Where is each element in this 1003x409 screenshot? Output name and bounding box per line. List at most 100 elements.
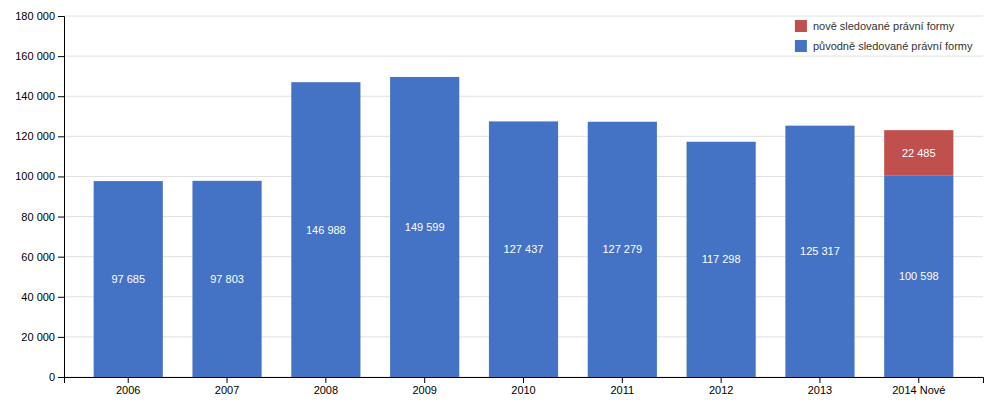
- x-tick: 2011: [610, 377, 634, 396]
- x-tick-label: 2014 Nové: [892, 384, 945, 396]
- y-tick: 180 000: [15, 10, 64, 22]
- y-tick: 60 000: [21, 251, 64, 263]
- x-tick-mark: [227, 377, 228, 383]
- legend-swatch: [795, 40, 807, 52]
- x-tick-label: 2011: [610, 384, 634, 396]
- bar: [390, 77, 459, 377]
- data-labels: 97 685 97 803 146 988 149 599 127 437 127 279…: [111, 147, 938, 285]
- y-tick-mark: [58, 176, 64, 177]
- y-tick-mark: [58, 217, 64, 218]
- x-tick-label: 2006: [116, 384, 140, 396]
- legend-item: nově sledované právní formy: [795, 20, 955, 32]
- bar-series: [94, 77, 954, 377]
- x-tick-mark: [819, 377, 820, 383]
- bar: [192, 181, 261, 377]
- legend-label: nově sledované právní formy: [813, 20, 955, 32]
- x-tick-mark: [325, 377, 326, 383]
- x-tick-label: 2008: [314, 384, 338, 396]
- bar: [785, 125, 854, 126]
- x-tick-mark: [523, 377, 524, 383]
- y-tick-mark: [58, 96, 64, 97]
- x-tick-mark: [918, 377, 919, 383]
- y-tick: 20 000: [21, 331, 64, 343]
- x-tick-label: 2013: [808, 384, 832, 396]
- y-tick-label: 0: [49, 371, 55, 383]
- y-axis-line: [58, 17, 65, 378]
- x-tick-mark: [128, 377, 129, 383]
- bar: [588, 121, 657, 122]
- bar: [687, 141, 756, 142]
- y-axis: 0 20 000 40 000 60 000 80 000 100 000 120 000 1…: [15, 10, 64, 383]
- data-label: 97 685: [111, 273, 145, 285]
- data-label: 22 485: [902, 147, 936, 159]
- data-label: 117 298: [702, 253, 741, 265]
- bar: [291, 82, 360, 377]
- bar-series: [884, 130, 953, 175]
- x-tick: 2008: [314, 377, 338, 396]
- bar: [192, 180, 261, 181]
- x-tick: 2014 Nové: [892, 377, 945, 396]
- data-label: 125 317: [800, 245, 840, 257]
- y-tick-mark: [58, 297, 64, 298]
- data-label: 97 803: [210, 273, 244, 285]
- x-tick-label: 2007: [215, 384, 239, 396]
- y-tick-label: 120 000: [15, 130, 55, 142]
- x-tick: 2012: [709, 377, 733, 396]
- grid-line: [64, 56, 983, 57]
- bars: [94, 77, 954, 377]
- legend-item: původně sledované právní formy: [795, 40, 973, 52]
- y-tick: 0: [49, 371, 64, 383]
- data-label: 100 598: [899, 270, 939, 282]
- y-tick: 140 000: [15, 90, 64, 102]
- x-tick-mark: [622, 377, 623, 383]
- y-tick: 80 000: [21, 211, 64, 223]
- y-tick-label: 160 000: [15, 50, 55, 62]
- y-tick: 100 000: [15, 170, 64, 182]
- bar: [94, 181, 163, 377]
- x-tick-label: 2009: [412, 384, 436, 396]
- y-tick-label: 140 000: [15, 90, 55, 102]
- y-tick-label: 180 000: [15, 10, 55, 22]
- x-tick: 2010: [511, 377, 535, 396]
- bar: [94, 181, 163, 182]
- legend-label: původně sledované právní formy: [813, 40, 973, 52]
- bar: [489, 121, 558, 122]
- x-axis-line: [65, 378, 984, 384]
- grid: [64, 16, 983, 377]
- x-axis: 2006 2007 2008 2009 2010 2011 2012 2013 2014 Nov…: [65, 377, 984, 396]
- grid-line: [64, 16, 983, 17]
- y-tick-label: 100 000: [15, 170, 55, 182]
- y-tick-label: 60 000: [21, 251, 55, 263]
- bar: [884, 175, 953, 377]
- bar: [588, 122, 657, 377]
- chart: 0 20 000 40 000 60 000 80 000 100 000 120 000 1…: [0, 0, 1003, 409]
- y-tick: 40 000: [21, 291, 64, 303]
- y-tick-mark: [58, 337, 64, 338]
- data-label: 149 599: [405, 221, 445, 233]
- data-label: 127 437: [504, 243, 544, 255]
- y-tick-mark: [58, 257, 64, 258]
- bar: [687, 142, 756, 377]
- bar: [291, 82, 360, 83]
- legend: nově sledované právní formy původně sledo…: [795, 20, 973, 52]
- x-tick: 2013: [808, 377, 832, 396]
- data-label: 127 279: [602, 243, 642, 255]
- bar: [489, 121, 558, 377]
- y-tick: 120 000: [15, 130, 64, 142]
- x-tick-label: 2012: [709, 384, 733, 396]
- y-tick-label: 80 000: [21, 211, 55, 223]
- y-tick-mark: [58, 377, 64, 378]
- x-tick: 2006: [116, 377, 140, 396]
- grid-line: [64, 96, 983, 97]
- x-tick: 2007: [215, 377, 239, 396]
- x-tick-mark: [721, 377, 722, 383]
- bar: [785, 126, 854, 377]
- bar: [884, 130, 953, 175]
- y-tick: 160 000: [15, 50, 64, 62]
- legend-swatch: [795, 20, 807, 32]
- y-tick-mark: [58, 136, 64, 137]
- y-tick-mark: [58, 56, 64, 57]
- bar: [390, 76, 459, 77]
- y-tick-label: 20 000: [21, 331, 55, 343]
- data-label: 146 988: [306, 224, 346, 236]
